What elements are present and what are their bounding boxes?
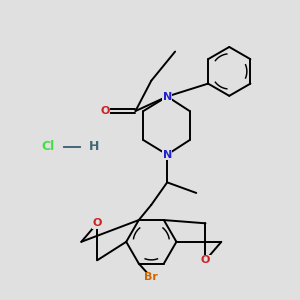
Text: O: O <box>201 255 210 265</box>
Text: N: N <box>163 92 172 101</box>
Text: N: N <box>163 150 172 160</box>
Text: O: O <box>92 218 102 228</box>
Text: Cl: Cl <box>42 140 55 153</box>
Text: Br: Br <box>144 272 158 283</box>
Text: H: H <box>89 140 100 153</box>
Text: O: O <box>100 106 110 116</box>
